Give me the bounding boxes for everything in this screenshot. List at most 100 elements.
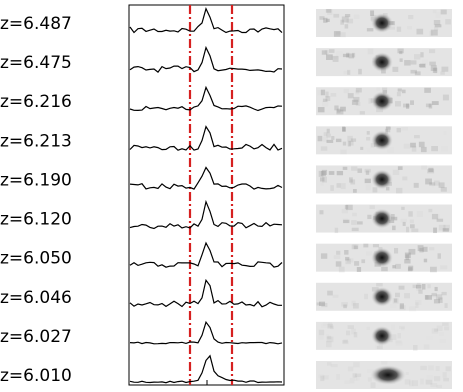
thumbnail-noise: [435, 12, 441, 18]
redshift-label: z=6.190: [0, 170, 72, 190]
thumbnail-noise: [404, 259, 411, 264]
thumbnail-noise: [345, 204, 353, 211]
thumbnail-noise: [354, 15, 360, 19]
thumbnail-noise: [330, 364, 338, 368]
thumbnail-noise: [342, 340, 349, 345]
thumbnail-noise: [341, 302, 348, 307]
thumbnail-noise: [346, 52, 350, 58]
thumbnail-noise: [420, 146, 427, 153]
thumbnail-noise: [369, 205, 375, 209]
thumbnail-noise: [376, 345, 383, 350]
thumbnail-noise: [364, 293, 369, 300]
thumbnail-noise: [444, 303, 448, 308]
thumbnail-noise: [321, 169, 328, 175]
thumbnail-noise: [344, 24, 349, 29]
thumbnail-noise: [342, 166, 348, 170]
thumbnail-noise: [401, 206, 405, 210]
thumbnail-noise: [404, 293, 410, 299]
thumbnail-noise: [411, 228, 419, 233]
thumbnail-noise: [441, 146, 448, 152]
thumbnail-noise: [403, 143, 411, 149]
thumbnail-noise: [440, 9, 447, 15]
thumbnail-noise: [345, 330, 351, 336]
thumbnail-noise: [322, 136, 329, 142]
thumbnail-noise: [400, 326, 405, 331]
thumbnail-noise: [405, 254, 410, 261]
thumbnail-noise: [318, 170, 324, 177]
spectrum: [129, 6, 283, 34]
thumbnail-noise: [434, 328, 438, 332]
thumbnail-noise: [416, 284, 422, 289]
thumbnail-noise: [420, 365, 427, 371]
thumbnail-noise: [338, 266, 345, 273]
thumbnail-noise: [385, 126, 391, 133]
thumbnail-noise: [399, 58, 403, 62]
thumbnail-source: [371, 52, 393, 73]
thumbnail-noise: [436, 384, 442, 389]
thumbnail-noise: [320, 375, 325, 382]
thumbnail-noise: [408, 248, 416, 255]
thumbnail-noise: [326, 128, 330, 134]
thumbnail-noise: [404, 252, 411, 259]
thumbnail-noise: [402, 176, 408, 181]
thumbnail-noise: [352, 373, 357, 378]
spectrum: [129, 278, 282, 308]
thumbnail-noise: [392, 225, 396, 231]
thumbnail-noise: [333, 31, 341, 37]
thumbnail-noise: [408, 265, 414, 271]
thumbnail-noise: [428, 365, 434, 371]
thumbnail-noise: [323, 17, 328, 23]
thumbnail-noise: [351, 244, 357, 250]
thumbnail-noise: [322, 176, 327, 183]
thumbnail-noise: [356, 267, 362, 272]
thumbnail-noise: [396, 187, 403, 194]
thumbnail-noise: [382, 87, 388, 93]
thumbnail-noise: [385, 186, 390, 191]
thumbnail-noise: [330, 92, 337, 97]
thumbnail-noise: [416, 28, 424, 35]
thumbnail-noise: [444, 326, 450, 331]
redshift-label: z=6.010: [0, 366, 72, 386]
thumbnail-noise: [347, 69, 351, 75]
thumbnail-noise: [350, 179, 356, 185]
spectrum: [129, 125, 283, 151]
thumbnail-noise: [429, 247, 435, 251]
thumbnail-noise: [336, 108, 341, 113]
thumbnail-noise: [420, 63, 426, 68]
thumbnail-noise: [332, 56, 339, 62]
thumbnail-noise: [394, 298, 398, 303]
spectrum: [129, 320, 283, 345]
thumbnail-noise: [367, 48, 374, 55]
thumbnail-noise: [370, 10, 375, 16]
thumbnail-noise: [326, 133, 331, 138]
thumbnail-noise: [355, 90, 360, 95]
thumbnail-noise: [435, 366, 440, 371]
thumbnail-noise: [432, 9, 437, 14]
thumbnail-noise: [351, 227, 359, 232]
thumbnail-noise: [439, 332, 444, 336]
thumbnail-noise: [354, 261, 360, 266]
thumbnail-noise: [358, 68, 362, 75]
thumbnail-noise: [316, 302, 321, 306]
thumbnail-noise: [327, 323, 333, 329]
thumbnail-noise: [398, 325, 405, 330]
thumbnail-noise: [317, 107, 325, 113]
thumbnail-noise: [327, 9, 333, 16]
thumbnail-noise: [433, 180, 440, 186]
thumbnail-noise: [342, 127, 346, 132]
thumbnail-noise: [425, 178, 432, 185]
thumbnail-noise: [434, 24, 442, 28]
thumbnail-noise: [413, 182, 419, 188]
thumbnail-noise: [366, 148, 370, 152]
redshift-label: z=6.213: [0, 131, 72, 151]
thumbnail-noise: [343, 88, 350, 94]
thumbnail-noise: [394, 292, 400, 298]
thumbnail-noise: [430, 29, 438, 36]
thumbnail-noise: [442, 94, 449, 101]
thumbnail-noise: [420, 52, 424, 58]
spectrum: [129, 241, 283, 268]
thumbnail-source: [371, 247, 393, 268]
thumbnail-noise: [345, 258, 351, 265]
thumbnail-noise: [347, 258, 354, 263]
thumbnail-noise: [399, 305, 406, 311]
